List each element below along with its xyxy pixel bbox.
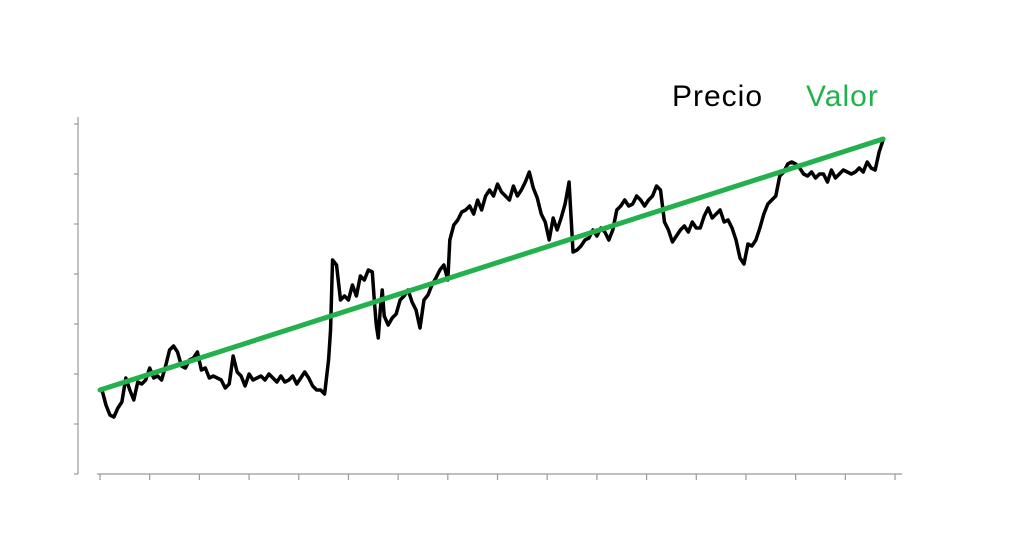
series-line [97, 136, 886, 393]
series-line [100, 138, 885, 419]
legend-label: Valor [806, 80, 879, 113]
legend: Precio Valor [672, 80, 879, 113]
legend-label: Precio [672, 80, 763, 113]
